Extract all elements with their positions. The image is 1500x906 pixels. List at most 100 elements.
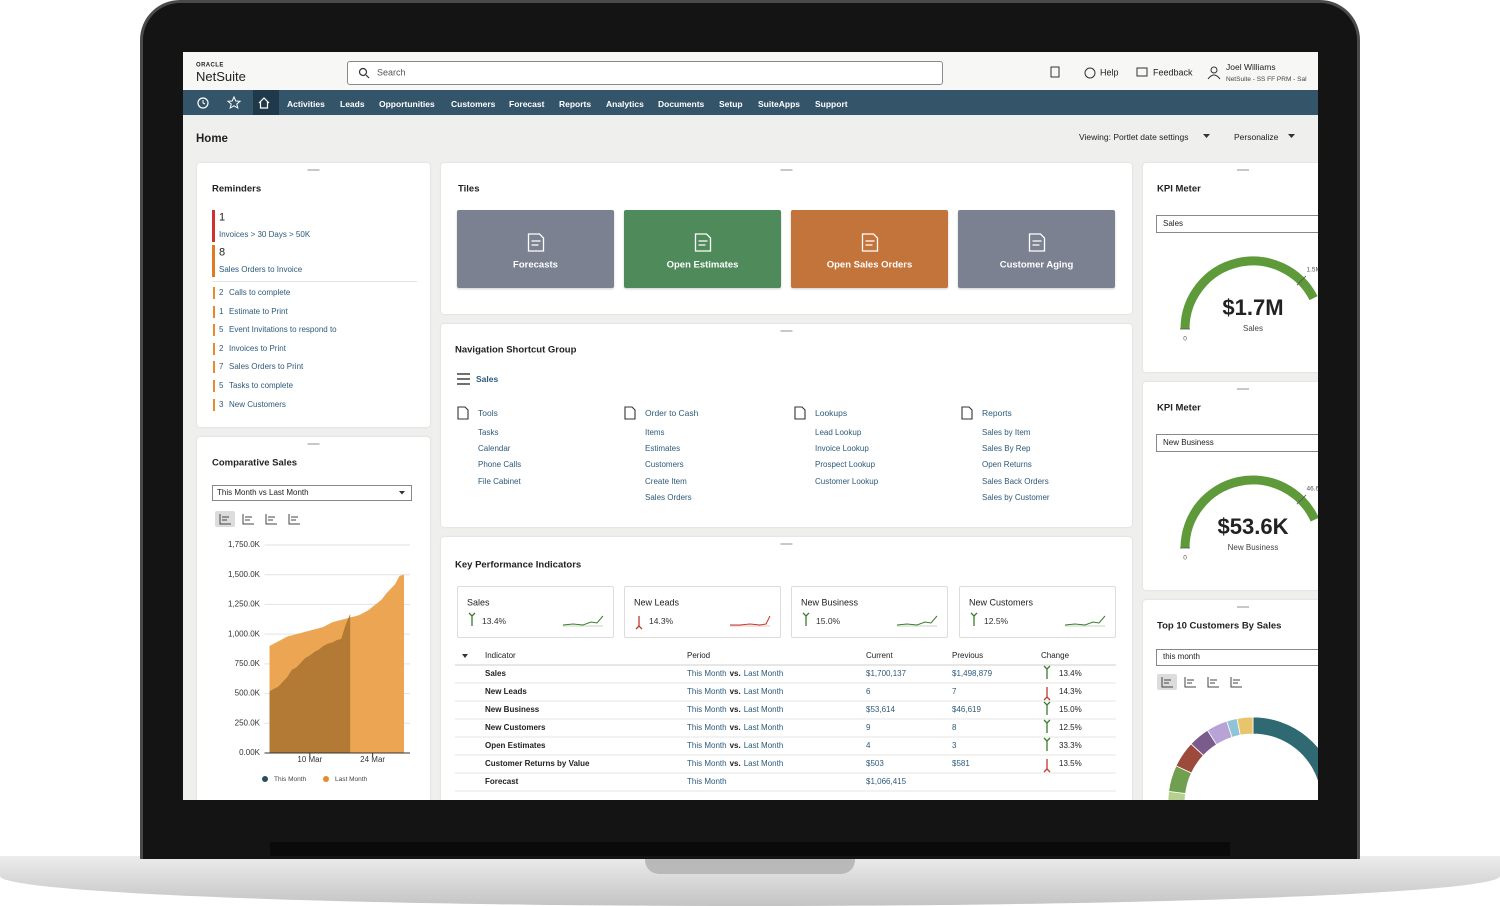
- period-part[interactable]: This Month: [687, 723, 727, 733]
- shortcut-group[interactable]: Sales: [476, 373, 499, 384]
- row-previous[interactable]: $1,498,879: [952, 669, 993, 679]
- chart-type-button[interactable]: [215, 511, 235, 527]
- reminder-count[interactable]: 1: [219, 306, 224, 316]
- shortcut-link[interactable]: Sales Back Orders: [982, 476, 1049, 486]
- select-box[interactable]: [1156, 215, 1318, 233]
- row-current[interactable]: $1,700,137: [866, 669, 907, 679]
- select-box[interactable]: [1156, 434, 1318, 452]
- shortcut-link[interactable]: Invoice Lookup: [815, 444, 869, 454]
- chart-type-button[interactable]: [1157, 674, 1177, 690]
- period-part[interactable]: Last Month: [743, 741, 784, 751]
- nav-item[interactable]: Activities: [287, 98, 325, 109]
- row-current[interactable]: 6: [866, 687, 871, 697]
- nav-item[interactable]: Setup: [719, 98, 743, 109]
- kpi-card[interactable]: [624, 586, 781, 638]
- chart-type-button[interactable]: [238, 511, 258, 527]
- reminder-label[interactable]: Sales Orders to Print: [229, 362, 304, 372]
- chart-type-button[interactable]: [1226, 674, 1246, 690]
- kpi-card[interactable]: [457, 586, 614, 638]
- period-part[interactable]: This Month: [687, 705, 727, 715]
- chart-type-button[interactable]: [1180, 674, 1200, 690]
- row-previous[interactable]: 7: [952, 687, 957, 697]
- period-part[interactable]: This Month: [687, 669, 727, 679]
- chart-type-button[interactable]: [1203, 674, 1223, 690]
- shortcut-link[interactable]: Phone Calls: [478, 460, 522, 470]
- shortcut-link[interactable]: Lead Lookup: [815, 428, 862, 438]
- tile[interactable]: [958, 210, 1115, 288]
- nav-item[interactable]: Leads: [340, 98, 365, 109]
- row-current[interactable]: $1,066,415: [866, 777, 907, 787]
- viewing-settings[interactable]: Viewing: Portlet date settings: [1079, 131, 1189, 142]
- shortcut-heading[interactable]: Reports: [982, 407, 1012, 418]
- nav-item[interactable]: Support: [815, 98, 848, 109]
- period-part[interactable]: This Month: [687, 777, 727, 787]
- tile[interactable]: [791, 210, 948, 288]
- period-part[interactable]: Last Month: [743, 723, 784, 733]
- kpi-card[interactable]: [791, 586, 948, 638]
- personalize-button[interactable]: Personalize: [1234, 131, 1279, 142]
- shortcut-heading[interactable]: Tools: [478, 407, 498, 418]
- search-box[interactable]: [347, 61, 943, 85]
- chart-type-button[interactable]: [284, 511, 304, 527]
- reminder-count[interactable]: 5: [219, 381, 224, 391]
- shortcut-heading[interactable]: Lookups: [815, 407, 848, 418]
- row-previous[interactable]: 8: [952, 723, 957, 733]
- shortcut-link[interactable]: Calendar: [478, 444, 511, 454]
- shortcut-link[interactable]: Sales by Item: [982, 428, 1031, 438]
- shortcut-link[interactable]: Estimates: [645, 444, 681, 454]
- period-part[interactable]: Last Month: [743, 687, 784, 697]
- reminder-label[interactable]: New Customers: [229, 399, 286, 409]
- shortcut-link[interactable]: Items: [645, 428, 665, 438]
- period-part[interactable]: Last Month: [743, 705, 784, 715]
- nav-item[interactable]: Opportunities: [379, 98, 435, 109]
- home-highlight[interactable]: [253, 90, 279, 115]
- reminder-count[interactable]: 2: [219, 344, 224, 353]
- row-current[interactable]: $503: [866, 759, 884, 769]
- select-box[interactable]: [212, 485, 412, 501]
- help-link[interactable]: Help: [1100, 67, 1119, 78]
- shortcut-link[interactable]: Sales Orders: [645, 493, 692, 502]
- shortcut-link[interactable]: Customer Lookup: [815, 476, 879, 486]
- period-part[interactable]: This Month: [687, 741, 727, 751]
- tile[interactable]: [457, 210, 614, 288]
- reminder-label[interactable]: Calls to complete: [229, 288, 291, 298]
- user-name[interactable]: Joel Williams: [1226, 61, 1276, 72]
- reminder-count[interactable]: 2: [219, 288, 224, 298]
- row-current[interactable]: 9: [866, 723, 871, 733]
- reminder-label[interactable]: Invoices > 30 Days > 50K: [219, 230, 311, 240]
- shortcut-link[interactable]: Open Returns: [982, 460, 1032, 470]
- shortcut-link[interactable]: Customers: [645, 460, 684, 470]
- reminder-label[interactable]: Sales Orders to Invoice: [219, 265, 303, 275]
- kpi-card[interactable]: [959, 586, 1116, 638]
- shortcut-link[interactable]: Prospect Lookup: [815, 460, 876, 470]
- select-box[interactable]: [1156, 649, 1318, 666]
- nav-item[interactable]: Customers: [451, 98, 496, 109]
- shortcut-link[interactable]: Create Item: [645, 476, 687, 486]
- nav-item[interactable]: Analytics: [606, 98, 644, 109]
- period-part[interactable]: Last Month: [743, 759, 784, 769]
- reminder-label[interactable]: Event Invitations to respond to: [229, 325, 337, 335]
- row-previous[interactable]: $46,619: [952, 705, 981, 715]
- reminder-label[interactable]: Invoices to Print: [229, 344, 286, 353]
- nav-item[interactable]: Forecast: [509, 98, 545, 109]
- nav-item[interactable]: Reports: [559, 98, 592, 109]
- shortcut-link[interactable]: File Cabinet: [478, 476, 521, 486]
- shortcut-link[interactable]: Sales By Rep: [982, 444, 1031, 454]
- row-current[interactable]: $53,614: [866, 705, 895, 715]
- reminder-count[interactable]: 7: [219, 362, 224, 372]
- period-part[interactable]: This Month: [687, 687, 727, 697]
- shortcut-link[interactable]: Tasks: [478, 428, 499, 438]
- tile[interactable]: [624, 210, 781, 288]
- reminder-label[interactable]: Estimate to Print: [229, 306, 288, 316]
- nav-item[interactable]: Documents: [658, 98, 705, 109]
- row-previous[interactable]: 3: [952, 741, 957, 751]
- row-current[interactable]: 4: [866, 741, 871, 751]
- reminder-count[interactable]: 8: [219, 246, 226, 259]
- shortcut-heading[interactable]: Order to Cash: [645, 407, 699, 418]
- period-part[interactable]: Last Month: [743, 669, 784, 679]
- shortcut-link[interactable]: Sales by Customer: [982, 493, 1050, 502]
- reminder-label[interactable]: Tasks to complete: [229, 381, 294, 391]
- feedback-link[interactable]: Feedback: [1153, 67, 1193, 78]
- nav-item[interactable]: SuiteApps: [758, 98, 801, 109]
- reminder-count[interactable]: 5: [219, 325, 224, 335]
